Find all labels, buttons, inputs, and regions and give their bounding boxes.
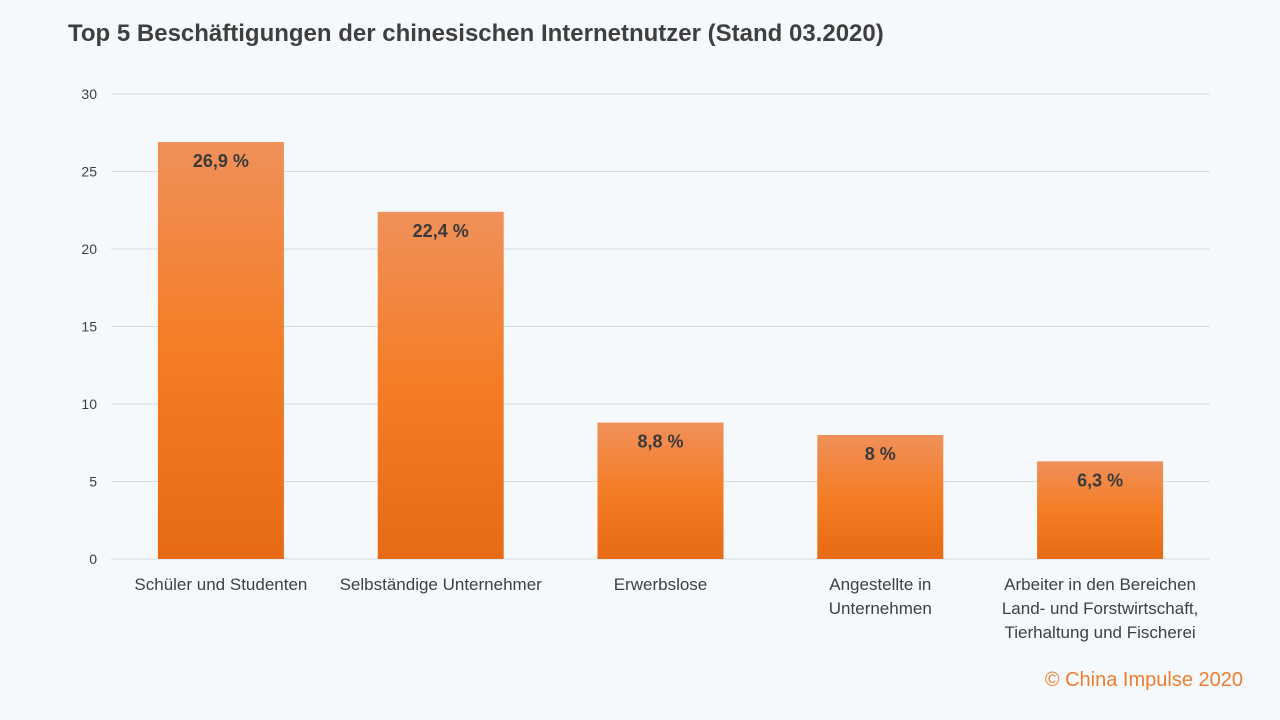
x-category-label: Erwerbslose <box>614 575 708 594</box>
data-label: 22,4 % <box>413 221 469 241</box>
x-category-label: Selbständige Unternehmer <box>340 575 543 594</box>
y-tick-label: 20 <box>81 241 97 257</box>
bar <box>597 422 724 559</box>
y-tick-label: 30 <box>81 86 97 102</box>
x-category-label: Angestellte in <box>829 575 931 594</box>
y-tick-label: 25 <box>81 164 97 180</box>
bar <box>377 211 504 560</box>
bar <box>817 435 944 559</box>
y-tick-label: 5 <box>89 474 97 490</box>
data-label: 26,9 % <box>193 151 249 171</box>
data-labels: 26,9 % 22,4 % 8,8 % 8 % 6,3 % <box>193 151 1123 490</box>
data-label: 6,3 % <box>1077 470 1123 490</box>
y-axis-ticks: 0 5 10 15 20 25 30 <box>81 86 97 567</box>
y-tick-label: 10 <box>81 396 97 412</box>
x-category-label: Unternehmen <box>829 599 932 618</box>
y-tick-label: 15 <box>81 319 97 335</box>
y-tick-label: 0 <box>89 551 97 567</box>
bar <box>1037 461 1164 559</box>
bars <box>157 142 1164 560</box>
x-category-label: Arbeiter in den Bereichen <box>1004 575 1196 594</box>
x-category-label: Schüler und Studenten <box>134 575 307 594</box>
data-label: 8 % <box>865 444 896 464</box>
x-category-label: Tierhaltung und Fischerei <box>1004 623 1195 642</box>
bar <box>157 142 284 560</box>
x-category-label: Land- und Forstwirtschaft, <box>1002 599 1199 618</box>
copyright-note: © China Impulse 2020 <box>1044 669 1243 691</box>
chart-title: Top 5 Beschäftigungen der chinesischen I… <box>68 20 884 47</box>
x-axis-labels: Schüler und Studenten Selbständige Untern… <box>134 575 1198 642</box>
data-label: 8,8 % <box>637 432 683 452</box>
